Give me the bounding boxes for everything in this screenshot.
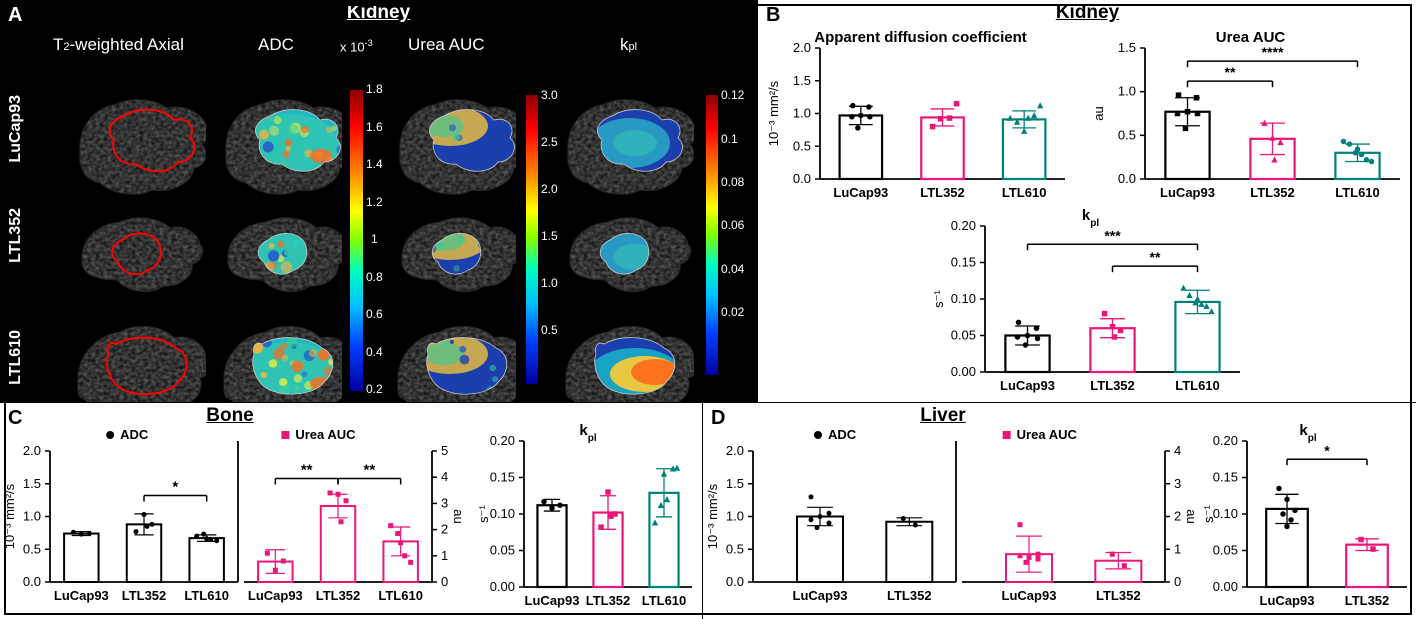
svg-text:1.0: 1.0 (793, 106, 811, 121)
svg-text:kpl: kpl (1082, 208, 1099, 229)
svg-text:*: * (172, 479, 178, 496)
svg-text:LTL610: LTL610 (1335, 185, 1380, 200)
svg-text:1.0: 1.0 (23, 509, 41, 524)
svg-text:au: au (451, 509, 462, 523)
svg-text:0.15: 0.15 (490, 470, 515, 485)
svg-text:LTL352: LTL352 (586, 593, 631, 608)
svg-text:LuCap93: LuCap93 (54, 588, 109, 603)
svg-text:0.05: 0.05 (1213, 543, 1238, 558)
svg-text:LTL352: LTL352 (887, 588, 932, 603)
svg-text:LuCap93: LuCap93 (525, 593, 580, 608)
svg-text:2: 2 (1174, 509, 1181, 524)
svg-text:0.05: 0.05 (951, 328, 976, 343)
svg-text:LTL610: LTL610 (1002, 185, 1047, 200)
svg-text:0.15: 0.15 (1213, 470, 1238, 485)
svg-text:0.0: 0.0 (1118, 171, 1136, 186)
svg-text:LuCap93: LuCap93 (1260, 593, 1315, 608)
svg-text:ADC: ADC (828, 427, 857, 442)
svg-text:LTL352: LTL352 (122, 588, 167, 603)
svg-text:LTL610: LTL610 (378, 588, 423, 603)
svg-text:1.5: 1.5 (1118, 40, 1136, 55)
svg-text:3: 3 (441, 495, 448, 510)
svg-text:0.5: 0.5 (726, 541, 744, 556)
svg-text:0.20: 0.20 (951, 218, 976, 233)
svg-text:***: *** (1104, 227, 1121, 243)
svg-text:LuCap93: LuCap93 (793, 588, 848, 603)
svg-text:**: ** (1225, 64, 1236, 80)
svg-text:1.5: 1.5 (793, 73, 811, 88)
svg-text:LuCap93: LuCap93 (833, 185, 888, 200)
svg-text:**: ** (363, 462, 375, 479)
svg-text:**: ** (1150, 249, 1161, 265)
svg-text:0: 0 (1174, 574, 1181, 589)
svg-text:0.5: 0.5 (23, 541, 41, 556)
svg-text:LTL352: LTL352 (1096, 588, 1141, 603)
svg-text:Apparent diffusion coefficient: Apparent diffusion coefficient (814, 30, 1027, 46)
svg-text:1.5: 1.5 (23, 476, 41, 491)
svg-text:LTL352: LTL352 (920, 185, 965, 200)
svg-text:****: **** (1262, 44, 1284, 60)
svg-text:3: 3 (1174, 476, 1181, 491)
svg-text:ADC: ADC (120, 427, 149, 442)
svg-text:*: * (1324, 442, 1330, 458)
svg-text:LuCap93: LuCap93 (1002, 588, 1057, 603)
svg-text:LTL352: LTL352 (1345, 593, 1390, 608)
svg-text:LTL610: LTL610 (1175, 378, 1220, 393)
svg-text:0.5: 0.5 (793, 138, 811, 153)
svg-text:s⁻¹: s⁻¹ (478, 504, 491, 522)
svg-text:2.0: 2.0 (726, 443, 744, 458)
svg-text:2.0: 2.0 (23, 443, 41, 458)
svg-text:LTL352: LTL352 (316, 588, 361, 603)
svg-text:2.0: 2.0 (793, 40, 811, 55)
svg-text:LuCap93: LuCap93 (248, 588, 303, 603)
svg-text:0.0: 0.0 (726, 574, 744, 589)
svg-text:5: 5 (441, 443, 448, 458)
svg-text:au: au (1184, 509, 1195, 523)
svg-text:4: 4 (441, 469, 448, 484)
svg-text:1.5: 1.5 (726, 476, 744, 491)
svg-text:LTL352: LTL352 (1090, 378, 1135, 393)
svg-text:LTL610: LTL610 (184, 588, 229, 603)
svg-text:0.00: 0.00 (490, 579, 515, 594)
svg-text:0.15: 0.15 (951, 255, 976, 270)
svg-text:LuCap93: LuCap93 (1000, 378, 1055, 393)
svg-text:0.10: 0.10 (1213, 506, 1238, 521)
svg-text:0.00: 0.00 (951, 364, 976, 379)
svg-text:0.10: 0.10 (490, 506, 515, 521)
svg-text:0.0: 0.0 (793, 171, 811, 186)
svg-text:10⁻³ mm²/s: 10⁻³ mm²/s (2, 483, 17, 549)
svg-text:1: 1 (1174, 541, 1181, 556)
svg-text:**: ** (301, 462, 313, 479)
svg-text:0.10: 0.10 (951, 291, 976, 306)
svg-text:0.20: 0.20 (1213, 433, 1238, 448)
svg-text:0.00: 0.00 (1213, 579, 1238, 594)
svg-text:1.0: 1.0 (726, 509, 744, 524)
svg-text:kpl: kpl (1299, 423, 1316, 444)
svg-text:s⁻¹: s⁻¹ (1203, 504, 1216, 522)
svg-text:0.20: 0.20 (490, 433, 515, 448)
svg-text:1.0: 1.0 (1118, 84, 1136, 99)
svg-text:LTL610: LTL610 (642, 593, 687, 608)
svg-text:10⁻³ mm²/s: 10⁻³ mm²/s (705, 483, 720, 549)
svg-text:2: 2 (441, 522, 448, 537)
svg-text:0.5: 0.5 (1118, 127, 1136, 142)
svg-text:0.05: 0.05 (490, 543, 515, 558)
svg-text:LTL352: LTL352 (1250, 185, 1295, 200)
svg-text:4: 4 (1174, 443, 1181, 458)
svg-text:0: 0 (441, 574, 448, 589)
svg-text:au: au (1093, 106, 1106, 120)
svg-text:1: 1 (441, 548, 448, 563)
svg-text:LuCap93: LuCap93 (1160, 185, 1215, 200)
svg-text:Urea AUC: Urea AUC (1017, 427, 1078, 442)
svg-text:kpl: kpl (579, 423, 596, 444)
svg-text:0.0: 0.0 (23, 574, 41, 589)
svg-text:10⁻³ mm²/s: 10⁻³ mm²/s (768, 80, 781, 146)
svg-text:Urea AUC: Urea AUC (295, 427, 356, 442)
svg-text:s⁻¹: s⁻¹ (933, 289, 946, 307)
